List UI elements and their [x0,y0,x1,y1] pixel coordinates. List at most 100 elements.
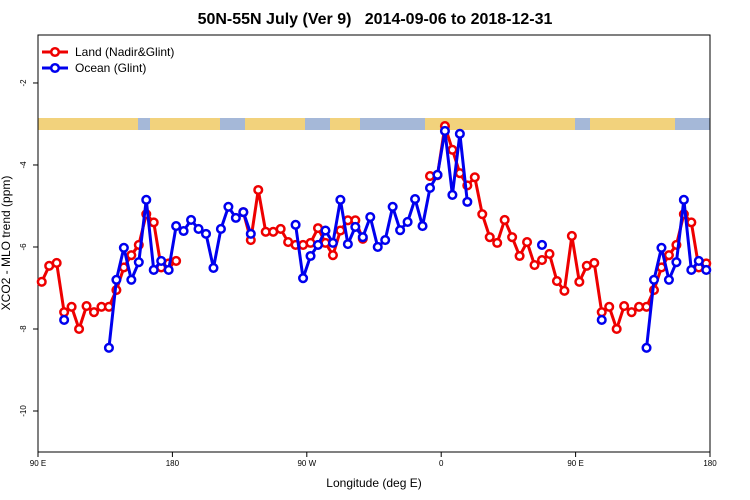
point [514,250,525,262]
point [178,225,189,237]
point [462,196,473,207]
point [327,237,338,248]
point [298,273,309,284]
point [320,225,331,236]
point [223,201,234,212]
point [118,242,129,253]
point [111,274,122,285]
point [51,257,62,269]
point [701,264,712,275]
point [387,201,398,212]
point [686,264,697,275]
point [200,228,212,239]
point [335,225,346,236]
point [417,221,428,232]
point [507,232,518,243]
point [484,232,495,243]
y-tick-label: -10 [19,405,28,417]
series-line [107,129,708,349]
point [88,307,100,318]
x-tick-label: 90 E [567,459,583,468]
point [133,257,144,268]
point [74,323,85,335]
legend-label: Ocean (Glint) [75,61,146,75]
point [626,307,637,318]
point [305,250,316,262]
point [230,212,241,223]
point [148,264,159,275]
point [648,274,660,285]
point [663,274,674,285]
legend-label: Land (Nadir&Glint) [75,45,174,59]
point [477,209,488,220]
point [589,257,600,269]
point [447,189,458,200]
point [395,225,406,236]
point [566,230,577,241]
point [59,314,70,326]
point [551,275,562,287]
point [611,323,622,335]
point [163,264,174,275]
point [663,250,674,261]
point [186,214,197,225]
point [103,301,114,312]
point [454,128,465,139]
point [253,184,264,196]
point [245,228,256,239]
x-tick-label: 180 [703,459,717,468]
y-tick-label: -2 [19,79,28,87]
x-axis-label: Longitude (deg E) [326,476,421,490]
y-tick-label: -8 [19,325,28,333]
point [148,217,159,228]
point [447,144,458,155]
point [693,255,704,266]
point [350,221,361,232]
point [171,221,182,232]
point [171,255,182,266]
map-strip [38,118,710,130]
point [678,194,689,205]
point [641,342,652,353]
point [208,262,219,273]
point [238,207,249,218]
point [357,232,368,243]
point [522,237,533,248]
point [492,237,503,248]
point [499,214,510,225]
point [544,248,555,260]
legend-marker [49,62,61,74]
point [536,239,548,250]
point [156,255,167,266]
point [559,285,570,296]
point [36,276,47,287]
y-tick-label: -4 [19,161,28,169]
point [380,234,391,246]
plot-frame [37,34,711,453]
y-tick-label: -6 [19,243,28,251]
point [365,212,376,223]
point [432,169,443,180]
point [671,257,682,268]
point [66,301,77,312]
point [290,219,301,230]
point [536,255,548,266]
point [424,182,436,193]
point [619,300,630,312]
point [126,274,137,285]
point [410,193,421,205]
point [103,342,114,353]
point [402,216,413,228]
point [275,223,286,234]
point [529,259,540,271]
point [656,242,667,253]
point [686,217,697,228]
point [141,194,152,205]
x-tick-label: 90 W [297,459,316,468]
point [372,241,383,253]
point [469,172,480,183]
point [596,314,607,326]
y-axis-label: XCO2 - MLO trend (ppm) [0,176,13,311]
point [327,250,338,261]
